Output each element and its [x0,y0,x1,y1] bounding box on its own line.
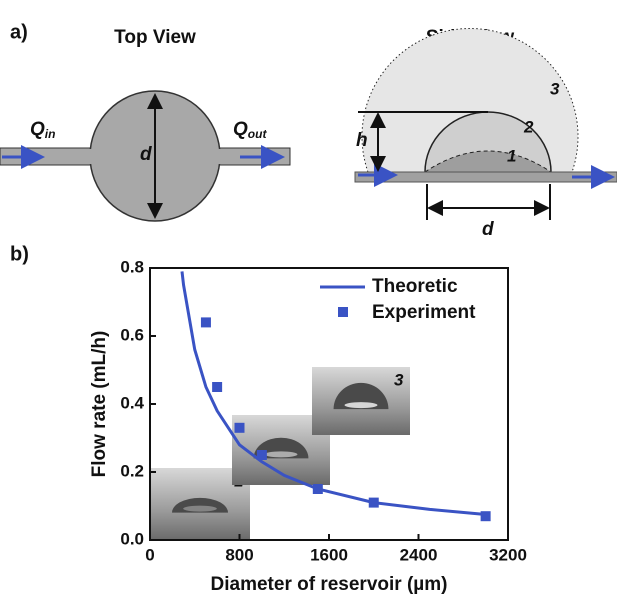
experiment-point [481,511,491,521]
d-label: d [482,219,494,240]
y-tick-label: 0.0 [120,529,144,548]
drop-label: 2 [523,117,534,136]
q-subscript: out [248,127,268,141]
panel-label: b) [10,243,29,265]
q-out-label: Qout [233,119,267,141]
y-tick-label: 0.2 [120,461,144,480]
legend-swatch [338,307,348,317]
q-subscript: in [45,127,56,141]
x-tick-label: 1600 [310,545,348,564]
panel-label: a) [10,21,28,43]
y-axis-title: Flow rate (mL/h) [89,331,110,478]
experiment-point [235,423,245,433]
x-tick-label: 3200 [489,545,527,564]
inset-label: 3 [394,370,404,389]
side-view-diagram [355,29,617,220]
experiment-point [257,450,267,460]
h-label: h [356,130,368,151]
drop-label: 1 [507,146,516,165]
legend-label: Experiment [372,302,476,323]
experiment-point [201,317,211,327]
chart: 1230.00.20.40.60.80800160024003200Diamet… [89,257,527,595]
x-tick-label: 0 [145,545,154,564]
q-symbol: Q [233,119,248,140]
droplet-highlight [345,402,378,408]
y-tick-label: 0.8 [120,257,144,276]
droplet-highlight [183,506,217,512]
experiment-point [212,382,222,392]
figure: a) Top View Side View Qin Qout d h d 1 2… [0,0,617,600]
q-symbol: Q [30,119,45,140]
drop-label: 3 [550,79,560,98]
y-tick-label: 0.6 [120,325,144,344]
legend-label: Theoretic [372,276,458,297]
top-view-title: Top View [114,27,196,48]
experiment-point [369,498,379,508]
d-label: d [140,144,152,165]
x-tick-label: 2400 [400,545,438,564]
q-in-label: Qin [30,119,55,141]
x-axis-title: Diameter of reservoir (µm) [211,574,448,595]
droplet-highlight [265,451,298,457]
experiment-point [313,484,323,494]
y-tick-label: 0.4 [120,393,144,412]
x-tick-label: 800 [225,545,253,564]
